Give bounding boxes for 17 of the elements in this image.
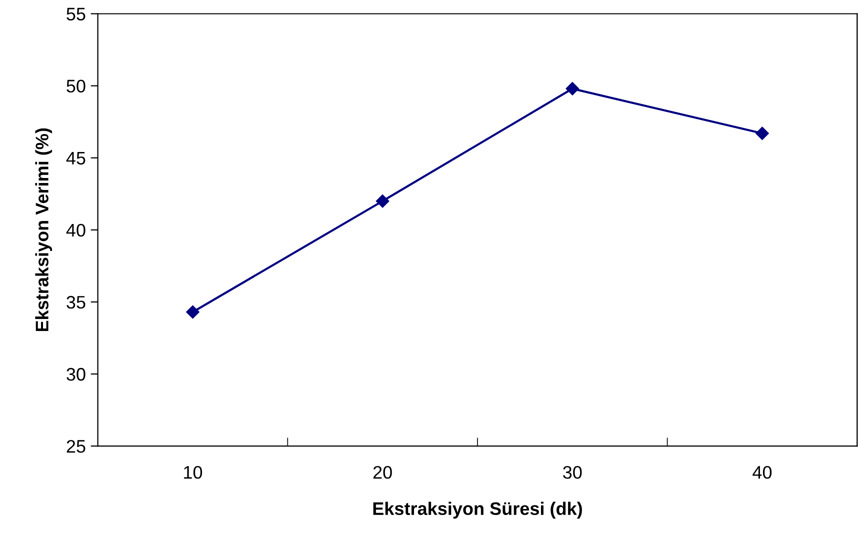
y-tick-label: 35 — [66, 296, 86, 309]
y-tick-label: 55 — [66, 8, 86, 20]
y-tick-label: 40 — [66, 224, 86, 237]
point — [566, 82, 579, 96]
point — [186, 305, 200, 319]
y-tick-label: 30 — [66, 368, 86, 381]
x-axis-title: Ekstraksiyon Süresi (dk) — [373, 502, 582, 519]
point — [756, 126, 769, 140]
y-tick-label: 25 — [66, 440, 86, 453]
x-tick-label: 30 — [563, 466, 582, 479]
x-tick-label: 40 — [752, 466, 772, 479]
y-tick-label: 45 — [66, 152, 86, 165]
x-tick-label: 20 — [373, 466, 392, 479]
y-axis-title: Ekstraksiyon Verimi (%) — [35, 128, 52, 332]
point — [376, 194, 390, 208]
x-tick-label: 10 — [184, 466, 202, 479]
y-tick-label: 50 — [66, 80, 86, 93]
